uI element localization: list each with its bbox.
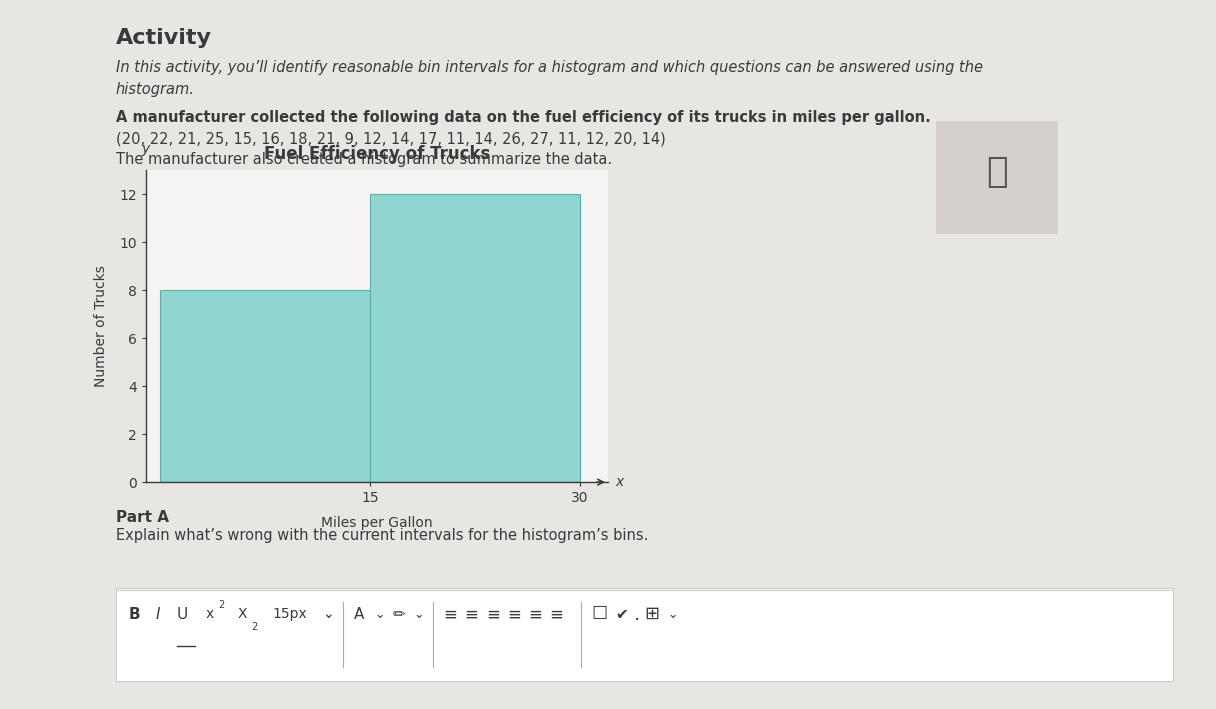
Text: ☐: ☐ [592, 605, 608, 623]
X-axis label: Miles per Gallon: Miles per Gallon [321, 516, 433, 530]
Text: ⌄: ⌄ [668, 608, 679, 621]
Bar [370, 194, 580, 482]
Title: Fuel Efficiency of Trucks: Fuel Efficiency of Trucks [264, 145, 490, 163]
Text: histogram.: histogram. [116, 82, 195, 96]
Y-axis label: Number of Trucks: Number of Trucks [94, 265, 108, 387]
Text: 📝: 📝 [986, 155, 1008, 189]
Text: ✔: ✔ [615, 607, 627, 622]
Text: (20, 22, 21, 25, 15, 16, 18, 21, 9, 12, 14, 17, 11, 14, 26, 27, 11, 12, 20, 14): (20, 22, 21, 25, 15, 16, 18, 21, 9, 12, … [116, 131, 665, 146]
Text: ≡: ≡ [528, 605, 542, 623]
Text: ≡: ≡ [550, 605, 563, 623]
Text: ⊞: ⊞ [644, 605, 659, 623]
Text: y: y [142, 142, 150, 156]
Text: 15px: 15px [272, 608, 306, 621]
Text: Part A: Part A [116, 510, 169, 525]
Text: The manufacturer also created a histogram to summarize the data.: The manufacturer also created a histogra… [116, 152, 612, 167]
Text: ⌄: ⌄ [375, 608, 385, 621]
Text: I: I [156, 607, 161, 622]
Text: ⌄: ⌄ [322, 608, 333, 621]
Text: 2: 2 [218, 600, 225, 610]
Text: ≡: ≡ [485, 605, 500, 623]
Text: .: . [634, 605, 640, 624]
Text: A manufacturer collected the following data on the fuel efficiency of its trucks: A manufacturer collected the following d… [116, 110, 930, 125]
Text: 2: 2 [250, 623, 257, 632]
Text: U: U [176, 607, 188, 622]
Text: A: A [354, 607, 364, 622]
Text: ≡: ≡ [444, 605, 457, 623]
Bar [161, 290, 370, 482]
Text: ≡: ≡ [507, 605, 520, 623]
Text: Activity: Activity [116, 28, 212, 48]
Text: ≡: ≡ [465, 605, 479, 623]
Text: In this activity, you’ll identify reasonable bin intervals for a histogram and w: In this activity, you’ll identify reason… [116, 60, 983, 75]
Text: x: x [615, 475, 624, 489]
Text: ⌄: ⌄ [413, 608, 424, 621]
Text: B: B [128, 607, 140, 622]
Text: Explain what’s wrong with the current intervals for the histogram’s bins.: Explain what’s wrong with the current in… [116, 528, 648, 543]
Text: X: X [237, 608, 247, 621]
Text: x: x [206, 608, 214, 621]
Text: ✏: ✏ [393, 607, 405, 622]
